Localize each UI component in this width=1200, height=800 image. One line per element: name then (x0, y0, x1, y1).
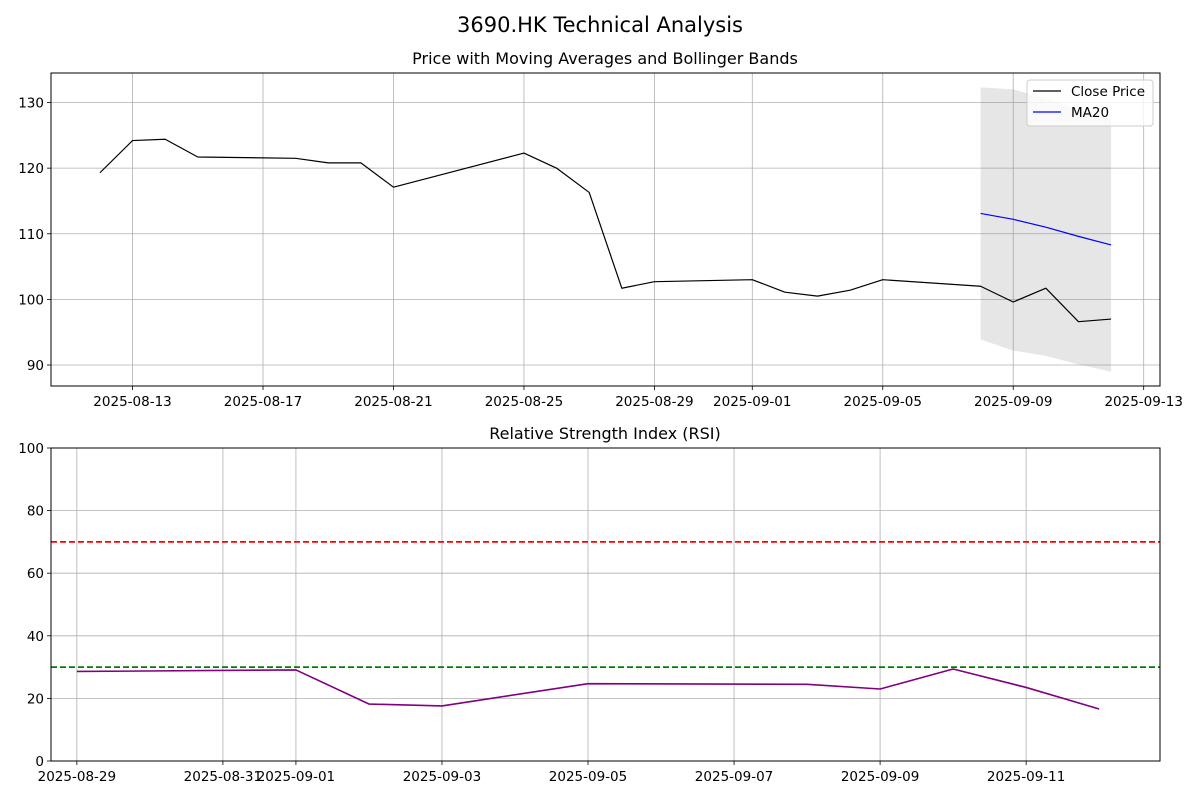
price-series-lines (99, 138, 1112, 323)
rsi-series-lines (76, 668, 1100, 710)
x-tick-label: 2025-09-11 (987, 769, 1065, 785)
rsi-reference-lines (51, 541, 1160, 668)
price-plot-frame (50, 72, 1161, 387)
x-tick-label: 2025-09-07 (695, 769, 773, 785)
ma20-line (980, 212, 1112, 246)
x-tick-label: 2025-09-03 (403, 769, 481, 785)
rsi-line (76, 668, 1100, 710)
rsi-y-axis: 0 20 40 60 80 100 (18, 441, 51, 770)
x-tick-label: 2025-08-31 (184, 769, 262, 785)
y-tick-label: 130 (18, 96, 44, 112)
y-tick-label: 0 (35, 754, 44, 770)
y-tick-label: 120 (18, 161, 44, 177)
x-tick-label: 2025-08-17 (224, 394, 302, 410)
figure-title: 3690.HK Technical Analysis (457, 13, 743, 37)
rsi-chart-title: Relative Strength Index (RSI) (489, 424, 721, 443)
y-tick-label: 20 (27, 691, 44, 707)
y-tick-label: 40 (27, 629, 44, 645)
y-tick-label: 110 (18, 227, 44, 243)
y-tick-label: 60 (27, 566, 44, 582)
x-tick-label: 2025-09-09 (841, 769, 919, 785)
x-tick-label: 2025-09-01 (257, 769, 335, 785)
y-tick-label: 90 (27, 358, 44, 374)
price-legend: Close Price MA20 (1026, 79, 1154, 127)
rsi-plot-frame (50, 447, 1161, 762)
price-grid (51, 73, 1160, 386)
y-tick-label: 80 (27, 504, 44, 520)
y-tick-label: 100 (18, 441, 44, 457)
x-tick-label: 2025-08-21 (354, 394, 432, 410)
x-tick-label: 2025-09-09 (974, 394, 1052, 410)
legend-close-price-label: Close Price (1071, 84, 1145, 100)
price-x-axis: 2025-08-13 2025-08-17 2025-08-21 2025-08-25… (93, 386, 1183, 410)
x-tick-label: 2025-09-13 (1104, 394, 1182, 410)
x-tick-label: 2025-08-29 (38, 769, 116, 785)
x-tick-label: 2025-08-25 (485, 394, 563, 410)
y-tick-label: 100 (18, 292, 44, 308)
bollinger-band-area (980, 87, 1112, 372)
x-tick-label: 2025-09-01 (713, 394, 791, 410)
close-price-line (99, 138, 1112, 323)
x-tick-label: 2025-09-05 (844, 394, 922, 410)
price-y-axis: 90 100 110 120 130 (18, 96, 51, 374)
x-tick-label: 2025-08-29 (615, 394, 693, 410)
rsi-chart: Relative Strength Index (RSI) 2025-08-29… (18, 424, 1161, 785)
price-chart: Price with Moving Averages and Bollinger… (18, 49, 1183, 410)
bollinger-band (980, 87, 1112, 372)
legend-ma20-label: MA20 (1071, 105, 1109, 121)
x-tick-label: 2025-09-05 (549, 769, 627, 785)
rsi-grid (51, 447, 1160, 762)
price-chart-title: Price with Moving Averages and Bollinger… (412, 49, 798, 68)
x-tick-label: 2025-08-13 (93, 394, 171, 410)
